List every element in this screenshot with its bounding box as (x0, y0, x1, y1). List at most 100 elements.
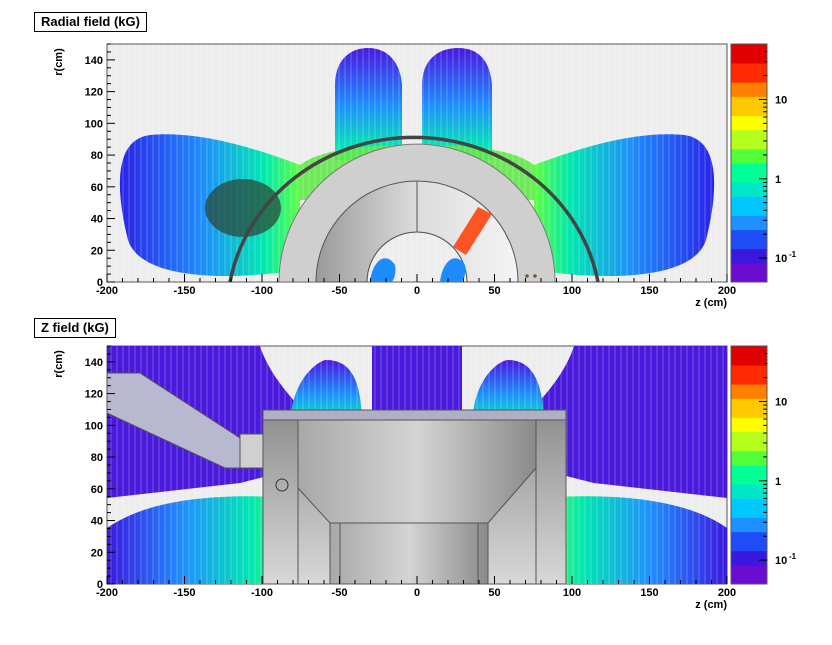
colorbar-swatch (731, 512, 767, 518)
colorbar-swatch (731, 541, 767, 547)
field-lobe-inner-right (440, 258, 466, 282)
colorbar-swatch (731, 574, 767, 580)
x-tick-label: -150 (173, 587, 195, 599)
x-tick-label: 150 (640, 587, 658, 599)
colorbar-tick-label: 10 (775, 253, 787, 265)
colorbar-swatch (731, 460, 767, 466)
z-field-plot: -200 -150 -100 -50 0 50 100 150 200 0 20 40 60 80 100 1… (53, 345, 797, 611)
colorbar-swatch (731, 163, 767, 169)
colorbar-swatch (731, 101, 767, 107)
x-tick-label: 0 (414, 587, 420, 599)
y-tick-label: 100 (85, 118, 103, 130)
colorbar-tick-label: 10 (775, 555, 787, 567)
colorbar-swatch (731, 398, 767, 404)
colorbar-swatch (731, 455, 767, 461)
colorbar-swatch (731, 148, 767, 154)
colorbar-swatch (731, 507, 767, 514)
colorbar-swatch (731, 267, 767, 273)
colorbar-swatch (731, 44, 767, 50)
colorbar-swatch (731, 201, 767, 207)
colorbar-swatch (731, 153, 767, 159)
colorbar-swatch (731, 526, 767, 533)
colorbar-swatch (731, 441, 767, 447)
colorbar-swatch (731, 474, 767, 480)
colorbar-swatch (731, 210, 767, 216)
colorbar-swatch (731, 531, 767, 537)
colorbar-swatch (731, 564, 767, 571)
colorbar-swatch (731, 498, 767, 504)
colorbar-swatch (731, 469, 767, 476)
colorbar-swatch (731, 96, 767, 102)
x-axis-label: z (cm) (695, 297, 727, 309)
colorbar-swatch (731, 465, 767, 471)
field-hotspot (453, 207, 492, 255)
colorbar-swatch (731, 450, 767, 456)
colorbar-swatch (731, 243, 767, 250)
colorbar-swatch (731, 522, 767, 528)
colorbar-swatch (731, 488, 767, 495)
colorbar-tick-label: 1 (775, 476, 781, 488)
colorbar-swatch (731, 182, 767, 188)
colorbar-swatch (731, 545, 767, 552)
colorbar-swatch (731, 110, 767, 116)
colorbar-swatch (731, 560, 767, 566)
colorbar-tick-label: 10 (775, 94, 787, 106)
radial-field-panel: Radial field (kG) (0, 0, 832, 318)
x-tick-label: -150 (173, 285, 195, 297)
y-tick-label: 140 (85, 55, 103, 67)
colorbar-swatch (731, 86, 767, 93)
colorbar-swatch (731, 120, 767, 126)
colorbar-swatch (731, 355, 767, 361)
colorbar-swatch (731, 191, 767, 197)
colorbar-swatch (731, 239, 767, 245)
colorbar-swatch (731, 115, 767, 121)
colorbar-swatch (731, 360, 767, 366)
colorbar-swatch (731, 205, 767, 212)
y-tick-label: 40 (91, 214, 103, 226)
y-tick-label: 120 (85, 389, 103, 401)
x-tick-label: 50 (488, 587, 500, 599)
x-tick-label: -100 (251, 587, 273, 599)
colorbar-swatch (731, 77, 767, 83)
colorbar-swatch (731, 58, 767, 64)
colorbar-swatch (731, 124, 767, 131)
colorbar-swatch (731, 493, 767, 499)
colorbar-swatch (731, 479, 767, 485)
colorbar-swatch (731, 48, 767, 55)
coil-upper (297, 419, 537, 524)
colorbar-swatch (731, 369, 767, 376)
colorbar-swatch (731, 224, 767, 231)
colorbar-swatch (731, 105, 767, 112)
y-tick-label: 140 (85, 357, 103, 369)
x-tick-label: 150 (640, 285, 658, 297)
colorbar-swatch (731, 129, 767, 135)
colorbar-swatch (731, 431, 767, 437)
x-tick-label: 200 (718, 285, 736, 297)
colorbar-swatch (731, 517, 767, 523)
colorbar-swatch (731, 445, 767, 452)
y-axis-label: r(cm) (53, 48, 65, 76)
field-lobe-inner-left (370, 258, 396, 282)
colorbar-swatch (731, 134, 767, 140)
colorbar-swatch (731, 167, 767, 174)
x-tick-label: -200 (96, 587, 118, 599)
colorbar-tick-label: 1 (775, 174, 781, 186)
colorbar-swatch (731, 569, 767, 575)
colorbar-exponent: -1 (789, 250, 797, 259)
colorbar-swatch (731, 379, 767, 385)
colorbar-swatch (731, 215, 767, 221)
colorbar-swatch (731, 484, 767, 490)
colorbar-swatch (731, 350, 767, 357)
colorbar-swatch (731, 422, 767, 428)
x-tick-label: 100 (563, 285, 581, 297)
colorbar-swatch (731, 139, 767, 145)
colorbar-swatch (731, 258, 767, 264)
y-tick-label: 20 (91, 245, 103, 257)
axes: -200 -150 -100 -50 0 50 100 150 200 0 20 40 60 80 100 1… (85, 43, 736, 297)
colorbar-swatch (731, 143, 767, 150)
colorbar-swatch (731, 555, 767, 561)
colorbar-swatch (731, 550, 767, 556)
colorbar-swatch (731, 234, 767, 240)
y-tick-label: 20 (91, 547, 103, 559)
